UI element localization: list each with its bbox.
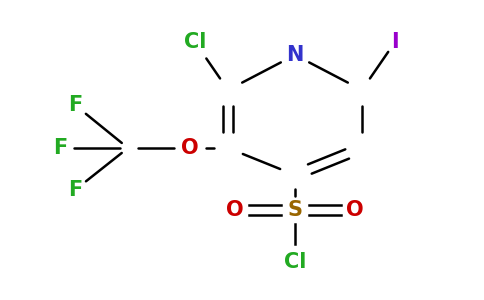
Text: Cl: Cl bbox=[184, 32, 206, 52]
Text: Cl: Cl bbox=[284, 252, 306, 272]
Text: O: O bbox=[346, 200, 364, 220]
Text: F: F bbox=[68, 180, 82, 200]
Text: I: I bbox=[391, 32, 399, 52]
Text: S: S bbox=[287, 200, 302, 220]
Text: F: F bbox=[68, 95, 82, 115]
Text: O: O bbox=[181, 138, 199, 158]
Text: O: O bbox=[226, 200, 244, 220]
Text: F: F bbox=[53, 138, 67, 158]
Text: N: N bbox=[287, 45, 303, 65]
